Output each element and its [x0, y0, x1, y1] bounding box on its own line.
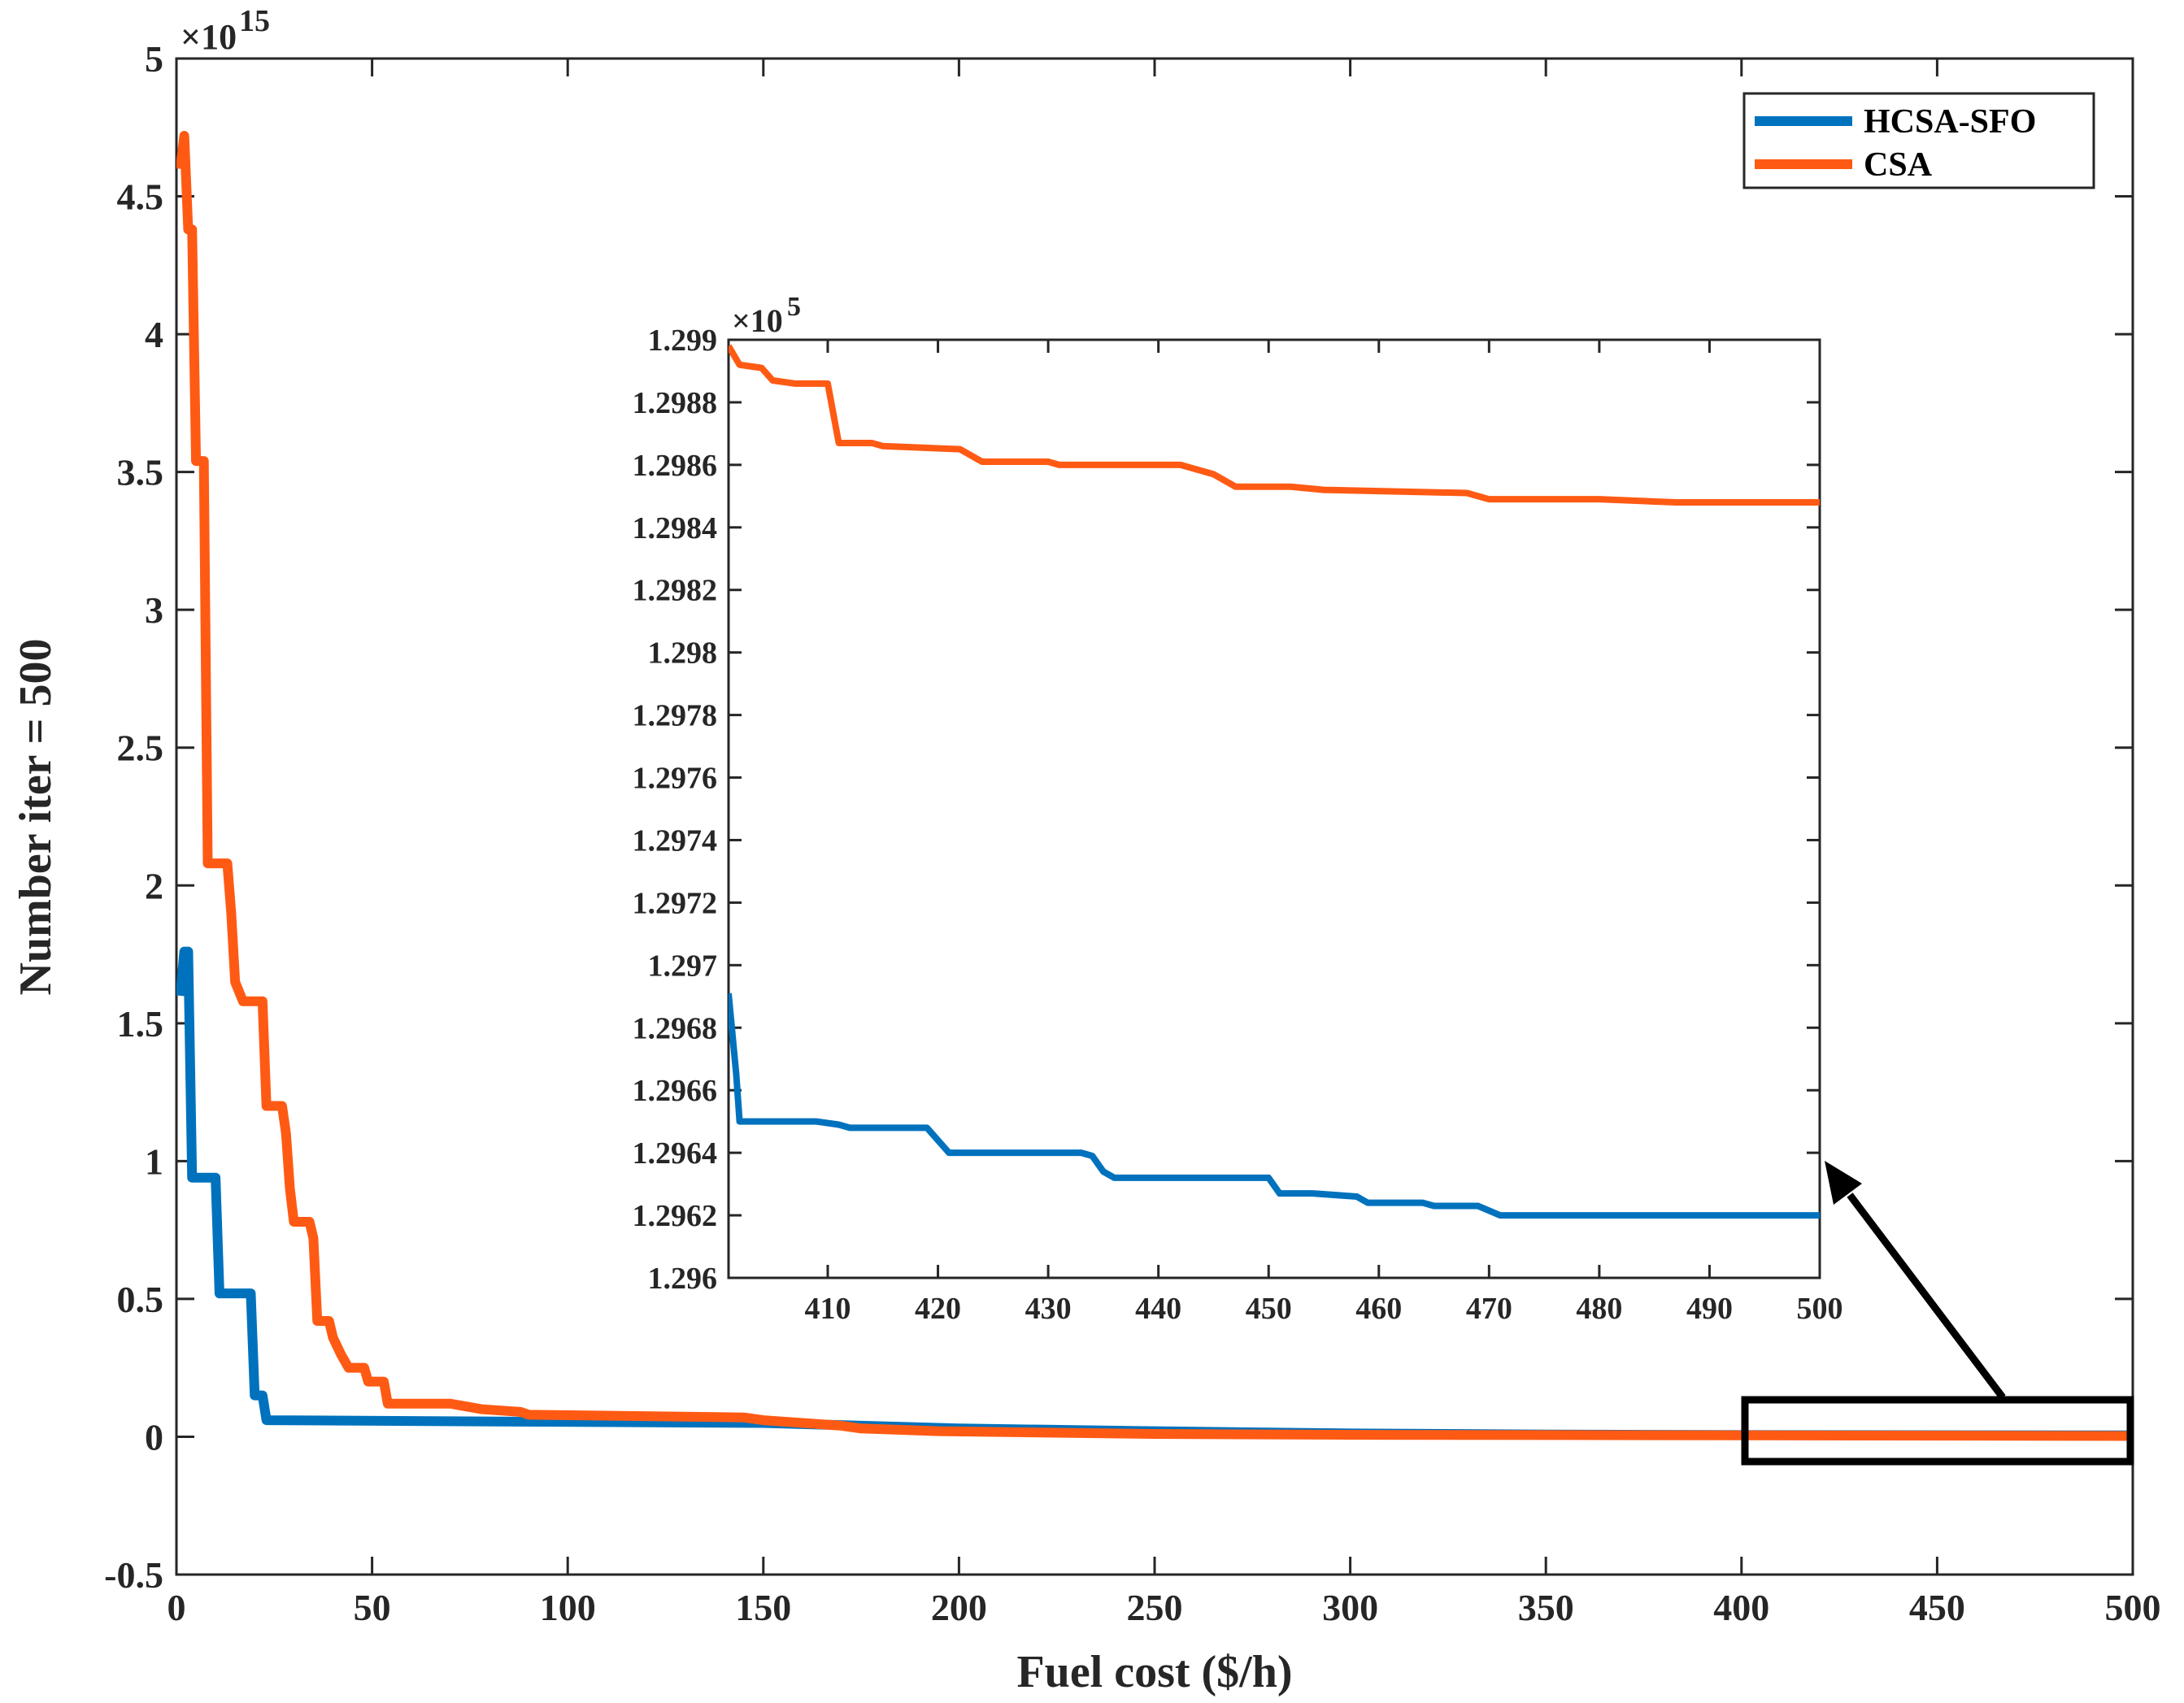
main-x-tick-labels: 0 50 100 150 200 250 300 350 400 450 500: [167, 1587, 2161, 1628]
main-y-tick-label: 4.5: [117, 176, 164, 218]
inset-y-exponent-value: 5: [787, 292, 801, 322]
inset-y-tick-label: 1.2982: [633, 574, 718, 608]
inset-y-exponent: ×10 5: [732, 292, 801, 339]
inset-y-tick-label: 1.2964: [633, 1136, 718, 1171]
main-y-tick-label: 4: [145, 314, 163, 355]
main-series-group: [176, 130, 2133, 1441]
zoom-rectangle: [1741, 1396, 2134, 1466]
inset-x-tick-label: 480: [1576, 1292, 1622, 1326]
main-y-tick-label: 1: [145, 1140, 163, 1182]
inset-x-tick-label: 470: [1466, 1292, 1512, 1326]
inset-y-tick-label: 1.2966: [633, 1074, 718, 1108]
main-y-exponent-value: 15: [239, 4, 270, 38]
zoom-arrow-head: [1825, 1161, 1862, 1205]
main-y-tick-label: 2: [145, 865, 163, 906]
main-x-tick-label: 450: [1909, 1587, 1965, 1628]
inset-y-tick-label: 1.2968: [633, 1011, 718, 1045]
inset-y-tick-label: 1.2976: [633, 762, 718, 796]
inset-y-tick-label: 1.297: [648, 949, 718, 983]
inset-y-tick-label: 1.2962: [633, 1199, 718, 1233]
legend-box: [1742, 92, 2095, 189]
legend: HCSA-SFO CSA: [1742, 92, 2095, 189]
inset-background: [729, 340, 1820, 1278]
legend-label-csa: CSA: [1864, 146, 1933, 184]
main-x-tick-label: 500: [2105, 1587, 2161, 1628]
inset-y-tick-label: 1.2978: [633, 699, 718, 733]
inset-y-tick-label: 1.2974: [633, 823, 718, 858]
main-x-tick-label: 200: [931, 1587, 987, 1628]
main-tick-marks: [175, 57, 2134, 1576]
inset-y-tick-label: 1.2984: [633, 511, 718, 545]
inset-x-tick-label: 430: [1025, 1292, 1072, 1326]
inset-y-tick-label: 1.2988: [633, 386, 718, 420]
main-x-tick-label: 150: [735, 1587, 791, 1628]
inset-y-tick-label: 1.296: [648, 1262, 718, 1296]
inset-x-tick-labels: 410 420 430 440 450 460 470 480 490 500: [805, 1292, 1843, 1326]
inset-x-tick-label: 500: [1797, 1292, 1843, 1326]
inset-plot-frame: [727, 338, 1821, 1279]
main-x-tick-label: 350: [1518, 1587, 1574, 1628]
inset-x-tick-label: 440: [1135, 1292, 1181, 1326]
inset-axes: [727, 338, 1821, 1279]
main-y-tick-label: 1.5: [117, 1003, 164, 1045]
main-x-tick-label: 300: [1322, 1587, 1378, 1628]
inset-y-tick-label: 1.2972: [633, 886, 718, 920]
legend-label-hcsa-sfo: HCSA-SFO: [1864, 103, 2036, 141]
inset-y-tick-labels: 1.296 1.2962 1.2964 1.2966 1.2968 1.297 1.2972…: [633, 324, 718, 1296]
main-x-tick-label: 250: [1127, 1587, 1183, 1628]
main-x-tick-label: 50: [354, 1587, 391, 1628]
inset-series-group: [729, 344, 1820, 1219]
inset-x-tick-label: 420: [915, 1292, 961, 1326]
zoom-annotation: [1741, 1161, 2134, 1466]
main-y-tick-label: 0.5: [117, 1279, 164, 1320]
main-x-tick-label: 0: [167, 1587, 186, 1628]
inset-series-line-hcsa-sfo: [729, 993, 1820, 1219]
main-x-tick-label: 100: [540, 1587, 596, 1628]
main-y-tick-label: 5: [145, 38, 163, 80]
x-axis-label: Fuel cost ($/h): [1016, 1647, 1292, 1697]
zoom-arrow-shaft: [1847, 1193, 2006, 1400]
inset-x-tick-label: 460: [1355, 1292, 1402, 1326]
main-y-tick-label: 0: [145, 1416, 163, 1458]
main-x-tick-label: 400: [1713, 1587, 1769, 1628]
inset-x-tick-label: 410: [805, 1292, 851, 1326]
inset-y-tick-label: 1.298: [648, 636, 718, 671]
y-axis-label: Number iter = 500: [11, 639, 61, 996]
inset-series-line-csa: [729, 344, 1820, 506]
main-y-tick-label: 2.5: [117, 728, 164, 769]
main-y-tick-label: 3.5: [117, 452, 164, 493]
main-y-tick-label: 3: [145, 589, 163, 631]
inset-x-tick-label: 450: [1246, 1292, 1292, 1326]
main-series-line-csa: [176, 130, 2133, 1441]
inset-y-tick-label: 1.2986: [633, 449, 718, 483]
inset-y-multiplier: ×10: [732, 302, 783, 339]
main-y-exponent: ×10 15: [181, 4, 270, 57]
main-y-tick-label: -0.5: [104, 1554, 163, 1596]
inset-y-tick-label: 1.299: [648, 324, 718, 358]
inset-x-tick-label: 490: [1686, 1292, 1733, 1326]
main-y-multiplier: ×10: [181, 17, 237, 57]
main-y-tick-labels: -0.5 0 0.5 1 1.5 2 2.5 3 3.5 4 4.5 5: [104, 38, 163, 1596]
